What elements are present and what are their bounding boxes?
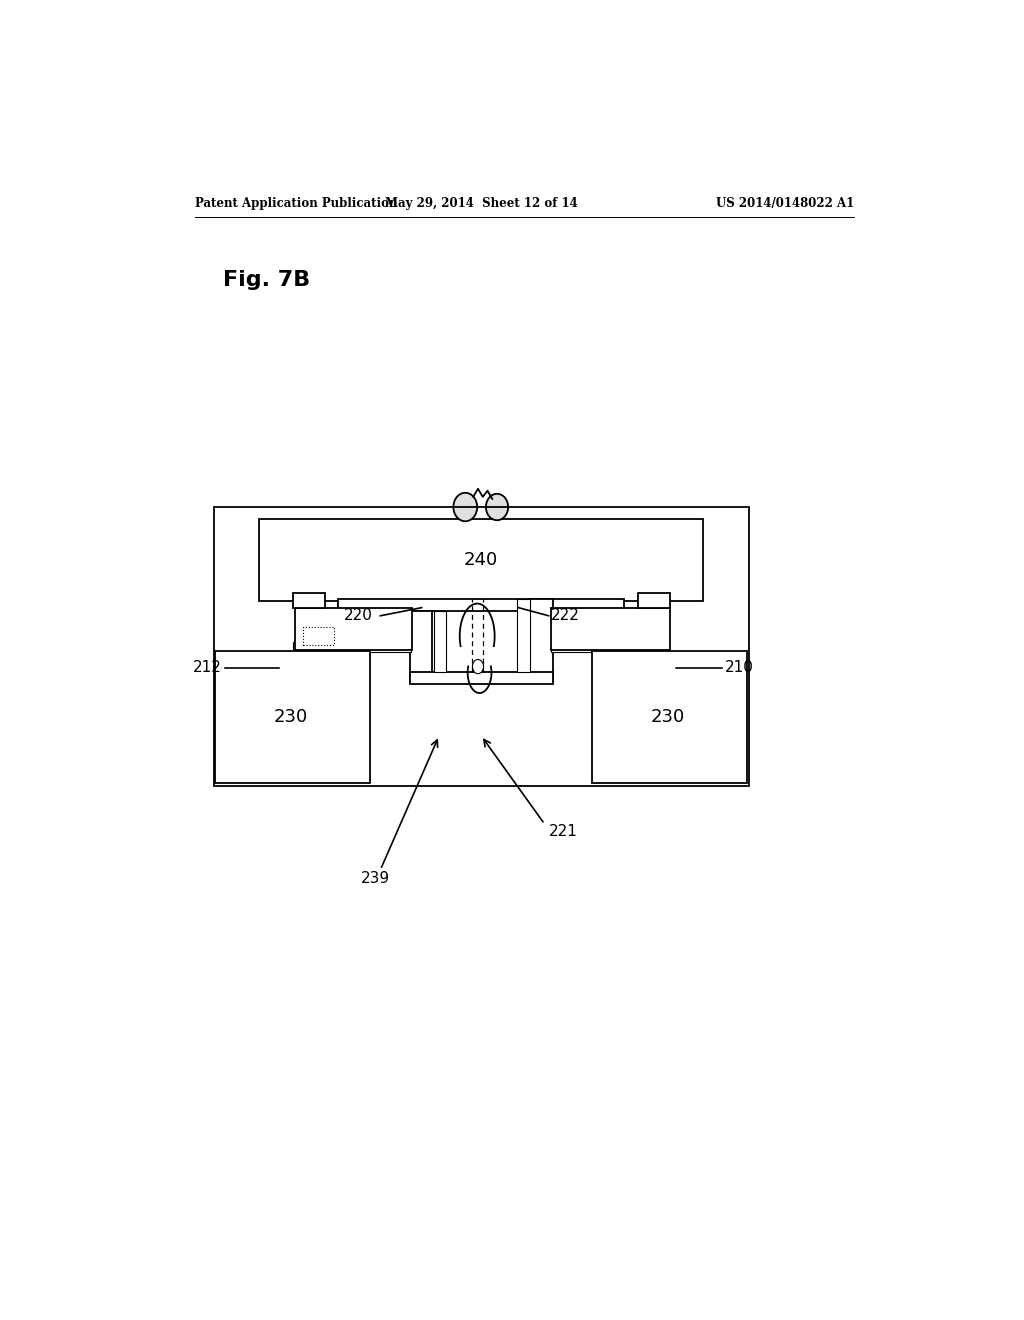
Bar bbox=[551, 607, 670, 651]
Text: 220: 220 bbox=[344, 609, 373, 623]
Bar bbox=[293, 643, 411, 652]
Bar bbox=[338, 598, 624, 611]
Bar bbox=[528, 598, 553, 682]
Bar bbox=[303, 627, 334, 645]
Text: 212: 212 bbox=[193, 660, 221, 675]
Text: Fig. 7B: Fig. 7B bbox=[223, 271, 310, 290]
Bar bbox=[293, 594, 325, 607]
Text: 210: 210 bbox=[725, 660, 754, 675]
Bar bbox=[295, 607, 412, 651]
Text: Patent Application Publication: Patent Application Publication bbox=[196, 197, 398, 210]
Bar bbox=[410, 672, 553, 684]
Bar bbox=[214, 507, 750, 785]
Bar bbox=[259, 519, 703, 601]
Text: 221: 221 bbox=[549, 824, 578, 838]
Bar bbox=[433, 611, 446, 672]
Bar bbox=[410, 611, 432, 682]
Circle shape bbox=[472, 660, 483, 673]
Bar bbox=[215, 651, 370, 784]
Text: 240: 240 bbox=[464, 550, 499, 569]
Bar bbox=[592, 651, 748, 784]
Text: 239: 239 bbox=[361, 870, 390, 886]
Text: 230: 230 bbox=[273, 709, 308, 726]
Bar bbox=[551, 643, 669, 652]
Text: 222: 222 bbox=[551, 609, 580, 623]
Ellipse shape bbox=[486, 494, 508, 520]
Text: May 29, 2014  Sheet 12 of 14: May 29, 2014 Sheet 12 of 14 bbox=[385, 197, 578, 210]
Bar bbox=[638, 594, 670, 607]
Text: 230: 230 bbox=[650, 709, 685, 726]
Ellipse shape bbox=[454, 492, 477, 521]
Bar bbox=[517, 598, 529, 672]
Text: US 2014/0148022 A1: US 2014/0148022 A1 bbox=[716, 197, 854, 210]
